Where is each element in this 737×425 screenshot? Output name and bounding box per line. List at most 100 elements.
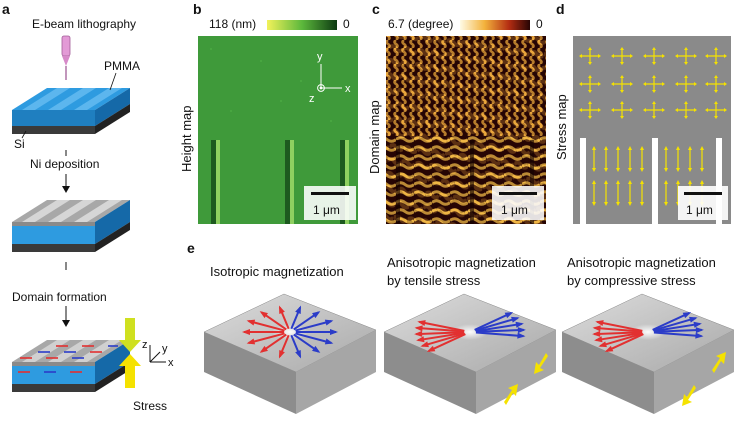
height-map-texture: [210, 48, 332, 122]
stress-vertical-arrow-icon: [604, 146, 608, 172]
ni-deposited-block: [12, 200, 130, 252]
slab-stress-arrow-icon: [504, 353, 548, 405]
height-map-trenches: [211, 140, 349, 224]
magnetization-arrow: [295, 332, 334, 345]
domain-arrows: [18, 345, 118, 373]
slab-stress-arrow-icon: [682, 352, 726, 406]
compressive-title-line1: Anisotropic magnetization: [567, 255, 716, 270]
stress-cross-icon: [675, 75, 697, 93]
magnetization-arrow: [426, 333, 466, 352]
axes-icon-a: [149, 345, 166, 363]
axis-x-a: x: [168, 357, 174, 369]
stress-vertical-arrow-icon: [640, 146, 644, 172]
pmma-label: PMMA: [104, 59, 140, 73]
domain-colorbar-min: 0: [536, 17, 543, 31]
stress-vertical-arrow-icon: [700, 146, 704, 172]
scalebar-line-d: [684, 192, 722, 195]
stress-cross-icon: [705, 47, 727, 65]
stress-vertical-arrow-icon: [616, 180, 620, 206]
stress-vertical-arrow-icon: [628, 180, 632, 206]
magnetization-arrow: [278, 334, 290, 359]
scalebar-label-d: 1 μm: [686, 203, 713, 217]
height-colorbar-min: 0: [343, 17, 350, 31]
stress-cross-icon: [643, 47, 665, 65]
scalebar-box-d: [678, 186, 728, 220]
stress-cross-icon: [611, 47, 633, 65]
magnetization-arrow: [259, 333, 287, 353]
height-colorbar-max: 118 (nm): [209, 17, 256, 31]
stress-label: Stress: [133, 399, 167, 413]
axes-icon-b: [317, 64, 342, 92]
axis-y-a: y: [162, 343, 168, 355]
ni-deposition-label: Ni deposition: [30, 157, 99, 171]
stress-cross-icon: [611, 101, 633, 119]
panel-a: a E-beam lithography PMMA Si Ni depositi…: [2, 1, 174, 413]
height-map-label: Height map: [179, 106, 194, 172]
magnetization-arrow: [246, 332, 285, 345]
magnetization-arrow: [475, 327, 526, 334]
scalebar-box-c: [492, 186, 544, 220]
magnetization-arrow: [475, 321, 524, 333]
stress-indicator: Stress: [119, 318, 167, 413]
stress-cross-icon: [643, 75, 665, 93]
iso-title: Isotropic magnetization: [210, 264, 344, 279]
magnetization-arrow: [416, 331, 465, 343]
tensile-title-line1: Anisotropic magnetization: [387, 255, 536, 270]
axis-y-b: y: [317, 51, 323, 63]
scalebar-label-c: 1 μm: [501, 203, 528, 217]
magnetization-arrow: [417, 320, 465, 332]
compressive-slab: [561, 293, 735, 414]
magnetization-arrow: [290, 305, 302, 330]
stress-cross-icon: [611, 75, 633, 93]
panel-d: d Stress map 1 μm: [554, 1, 731, 224]
magnetization-arrow: [293, 333, 321, 353]
axis-x-b: x: [345, 83, 351, 95]
panel-d-letter: d: [556, 1, 565, 17]
panel-e-letter: e: [187, 240, 195, 256]
stress-vertical-arrow-icon: [628, 146, 632, 172]
domain-map-label: Domain map: [367, 100, 382, 174]
magnetization-arrow: [420, 332, 465, 348]
magnetization-arrow: [475, 331, 526, 339]
scalebar-line-c: [499, 192, 537, 195]
panel-b-letter: b: [193, 1, 202, 17]
tensile-slab: [383, 293, 557, 414]
magnetization-arrow: [414, 325, 465, 333]
axis-z-b: z: [309, 93, 315, 105]
stress-vertical-arrow-icon: [592, 180, 596, 206]
ebeam-label: E-beam lithography: [32, 17, 136, 31]
domain-block: [12, 340, 130, 392]
height-colorbar: [267, 20, 337, 30]
stress-vertical-arrow-icon: [616, 146, 620, 172]
magnetization-arrow: [296, 329, 338, 335]
magnetization-arrow: [652, 312, 692, 331]
compressive-title-line2: by compressive stress: [567, 273, 696, 288]
scalebar-box-b: [304, 186, 356, 220]
tensile-title-line2: by tensile stress: [387, 273, 481, 288]
stress-cross-icon: [675, 101, 697, 119]
magnetization-arrow: [595, 320, 643, 332]
stress-cross-icon: [579, 75, 601, 93]
stress-cross-arrows: [579, 47, 727, 119]
magnetization-slabs: [203, 293, 735, 414]
magnetization-arrow: [414, 330, 465, 337]
domain-map-image: [386, 36, 546, 224]
magnetization-arrow: [604, 333, 644, 352]
scalebar-label-b: 1 μm: [313, 203, 340, 217]
stress-vertical-arrow-icon: [688, 146, 692, 172]
magnetization-arrow: [295, 319, 334, 332]
stress-vertical-arrow-icon: [592, 146, 596, 172]
magnetization-arrow: [653, 316, 698, 332]
magnetization-arrow: [278, 305, 290, 330]
stress-cross-icon: [705, 101, 727, 119]
panel-b: b 118 (nm) 0 Height map y z x: [179, 1, 358, 224]
stress-cross-icon: [579, 47, 601, 65]
stress-cross-icon: [579, 101, 601, 119]
magnetization-arrow: [592, 325, 643, 333]
stress-map-label: Stress map: [554, 94, 569, 160]
panel-c: c 6.7 (degree) 0 Domain map 1 μm: [367, 1, 546, 224]
magnetization-arrow: [475, 316, 520, 332]
panel-e: e Isotropic magnetization Anisotropic ma…: [187, 240, 735, 414]
stress-map-slits: [580, 138, 722, 224]
